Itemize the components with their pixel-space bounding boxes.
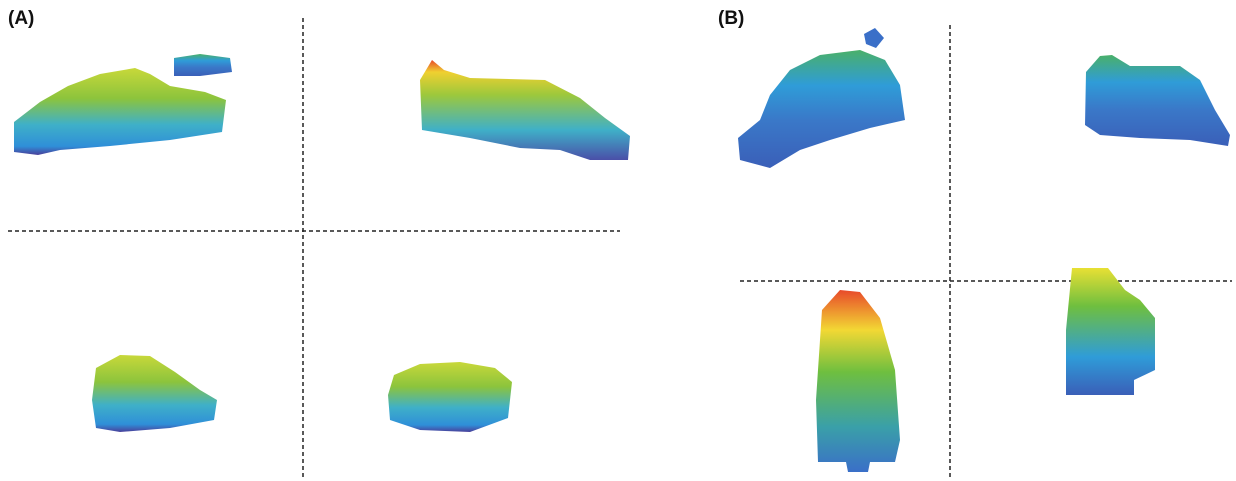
surface-blob [864, 28, 884, 48]
surface-blob [738, 50, 905, 168]
surface-blob [1085, 55, 1230, 146]
surface-blob [816, 290, 900, 472]
surface-blob [420, 60, 630, 160]
figure: (A) (B) [0, 0, 1236, 481]
surface-blob [14, 68, 226, 155]
surface-blob [388, 362, 512, 432]
surface-blob [174, 54, 232, 76]
surface-blob [92, 355, 217, 432]
surface-blob [1066, 268, 1155, 395]
panel-label: (B) [718, 8, 744, 29]
panel-label: (A) [8, 8, 34, 29]
